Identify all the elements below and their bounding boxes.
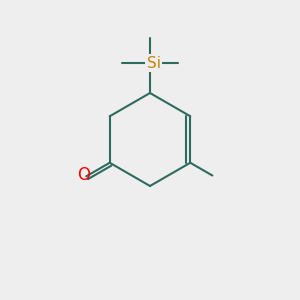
Text: O: O — [77, 166, 90, 184]
Text: Si: Si — [147, 56, 160, 70]
